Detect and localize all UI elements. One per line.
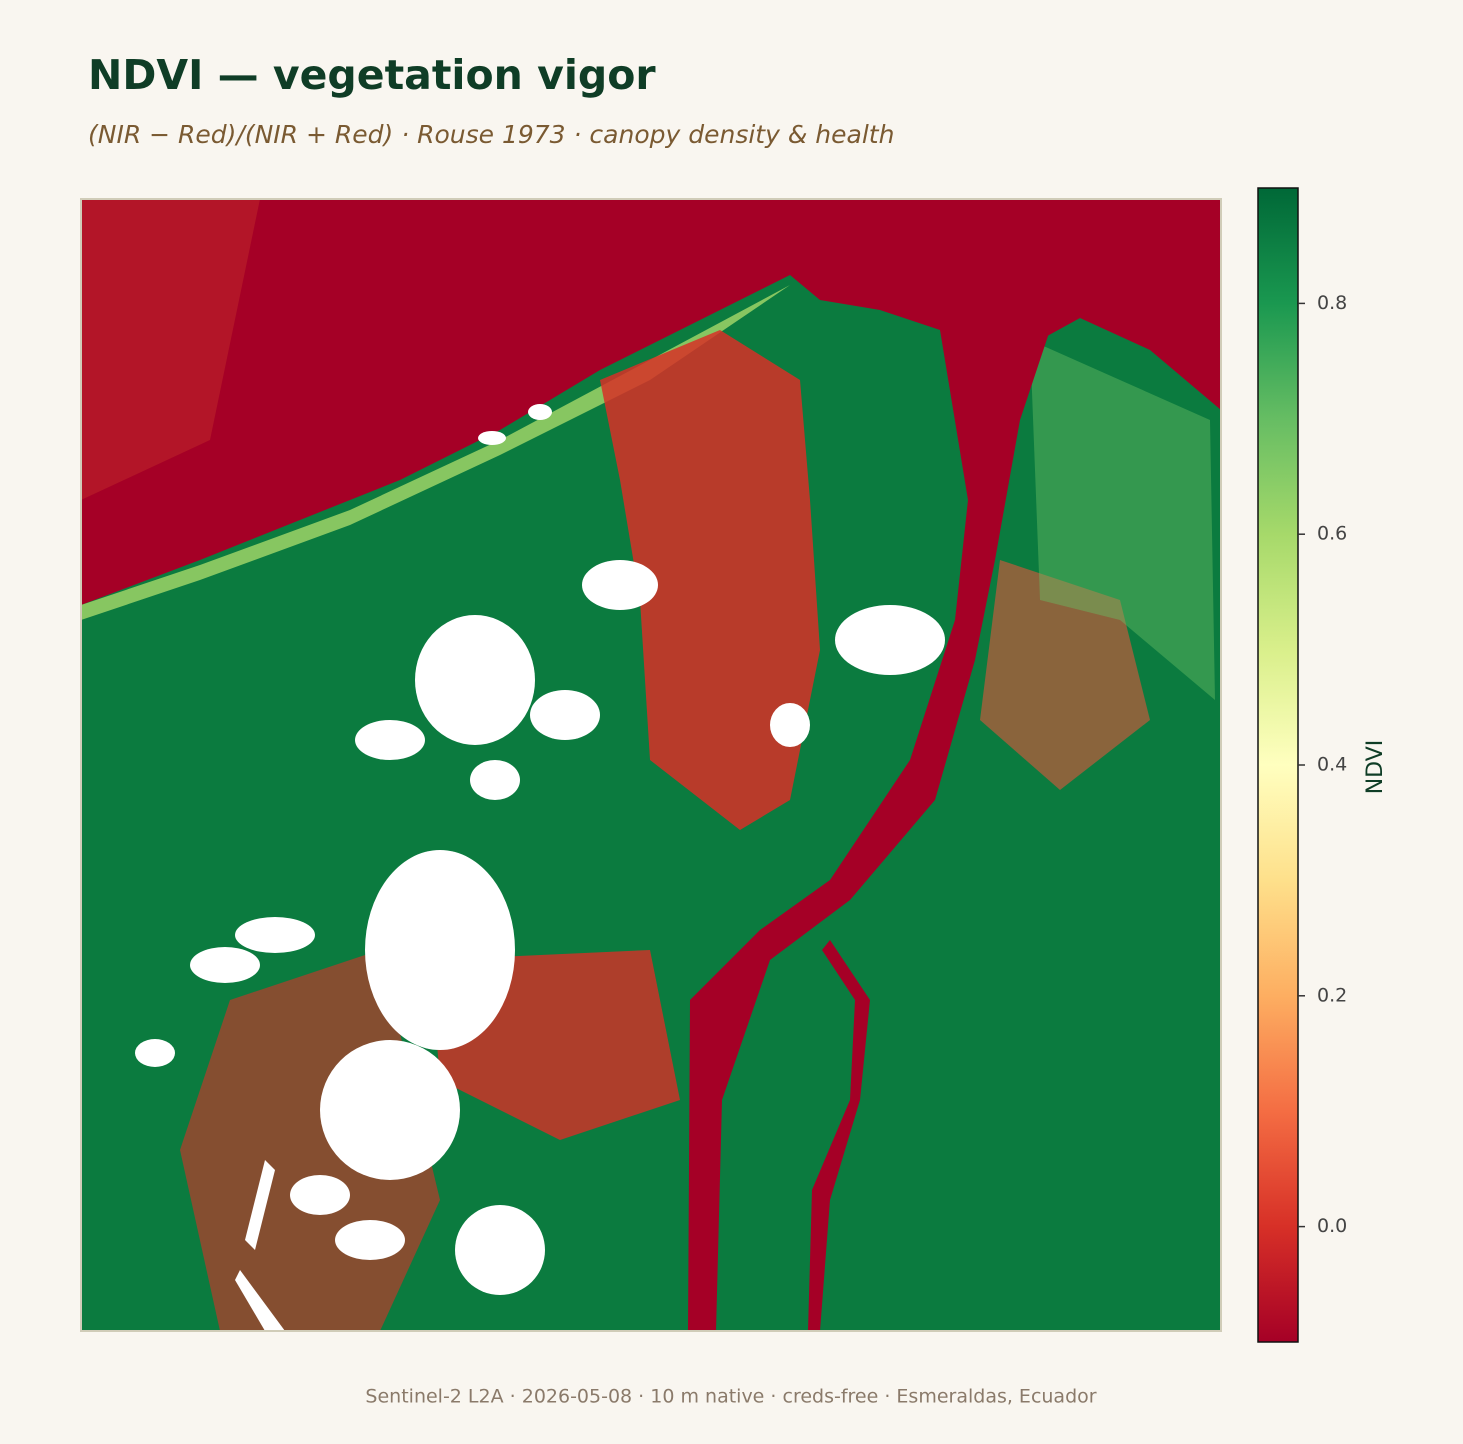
airport-area [1030, 340, 1215, 700]
colorbar-tick-label: 0.0 [1317, 1215, 1347, 1237]
sea [81, 199, 1221, 605]
colorbar-ramp [1257, 187, 1299, 1343]
subtitle: (NIR − Red)/(NIR + Red) · Rouse 1973 · c… [88, 120, 894, 149]
cloud [135, 1039, 175, 1067]
footer: Sentinel-2 L2A · 2026-05-08 · 10 m nativ… [365, 1386, 1096, 1408]
cloud [770, 703, 810, 747]
colorbar-tick-label: 0.6 [1317, 523, 1347, 545]
cloud [290, 1175, 350, 1215]
cloud [235, 917, 315, 953]
cloud [335, 1220, 405, 1260]
urban-east [980, 560, 1150, 790]
colorbar-tick-label: 0.4 [1317, 754, 1347, 776]
colorbar: 0.0 0.2 0.4 0.6 0.8 [1257, 187, 1347, 1343]
cloud [528, 404, 552, 420]
sea-noise [81, 199, 260, 500]
map-frame [80, 198, 1222, 1332]
river-branch [808, 940, 870, 1331]
coast [81, 285, 790, 620]
cloud [365, 850, 515, 1050]
urban-north [600, 330, 820, 830]
cloud [478, 431, 506, 445]
title: NDVI — vegetation vigor [88, 51, 656, 99]
cloud [320, 1040, 460, 1180]
cloud [415, 615, 535, 745]
cloud [235, 1270, 285, 1331]
cloud [245, 1160, 275, 1250]
clouds [135, 404, 945, 1331]
cloud [355, 720, 425, 760]
cloud [835, 605, 945, 675]
ndvi-map [81, 199, 1221, 1331]
cloud [530, 690, 600, 740]
cloud [455, 1205, 545, 1295]
cloud [470, 760, 520, 800]
colorbar-label: NDVI [1363, 740, 1388, 795]
cloud [190, 947, 260, 983]
cloud [582, 560, 658, 610]
colorbar-tick-label: 0.8 [1317, 292, 1347, 314]
river [688, 300, 1060, 1331]
colorbar-tick-label: 0.2 [1317, 984, 1347, 1006]
